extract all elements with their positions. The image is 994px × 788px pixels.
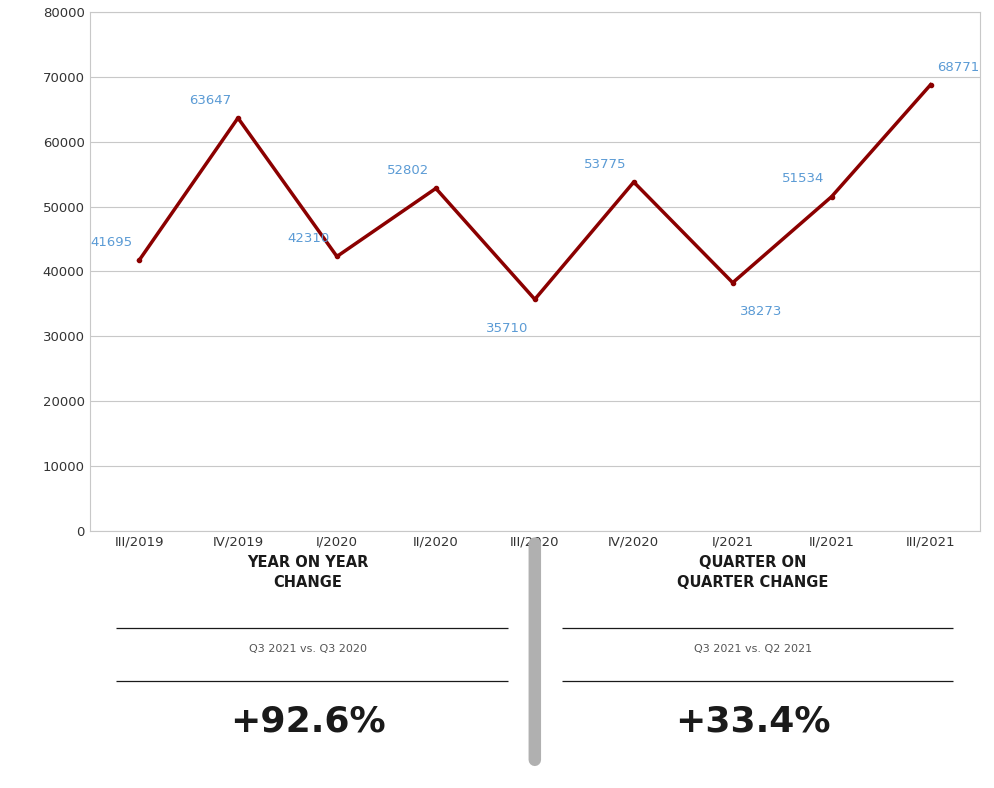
Text: 53775: 53775 (583, 158, 626, 171)
Text: 38273: 38273 (739, 305, 781, 318)
Text: 41695: 41695 (89, 236, 132, 249)
Text: 51534: 51534 (781, 173, 824, 185)
Text: 35710: 35710 (485, 322, 528, 335)
Text: 63647: 63647 (189, 94, 231, 107)
Text: QUARTER ON
QUARTER CHANGE: QUARTER ON QUARTER CHANGE (677, 556, 828, 590)
Text: 68771: 68771 (936, 61, 979, 73)
Text: +92.6%: +92.6% (230, 704, 385, 738)
Text: YEAR ON YEAR
CHANGE: YEAR ON YEAR CHANGE (247, 556, 368, 590)
Text: 52802: 52802 (387, 164, 428, 177)
Text: Q3 2021 vs. Q2 2021: Q3 2021 vs. Q2 2021 (693, 645, 811, 655)
Text: Q3 2021 vs. Q3 2020: Q3 2021 vs. Q3 2020 (248, 645, 367, 655)
Text: 42310: 42310 (287, 232, 330, 245)
Text: +33.4%: +33.4% (675, 704, 830, 738)
